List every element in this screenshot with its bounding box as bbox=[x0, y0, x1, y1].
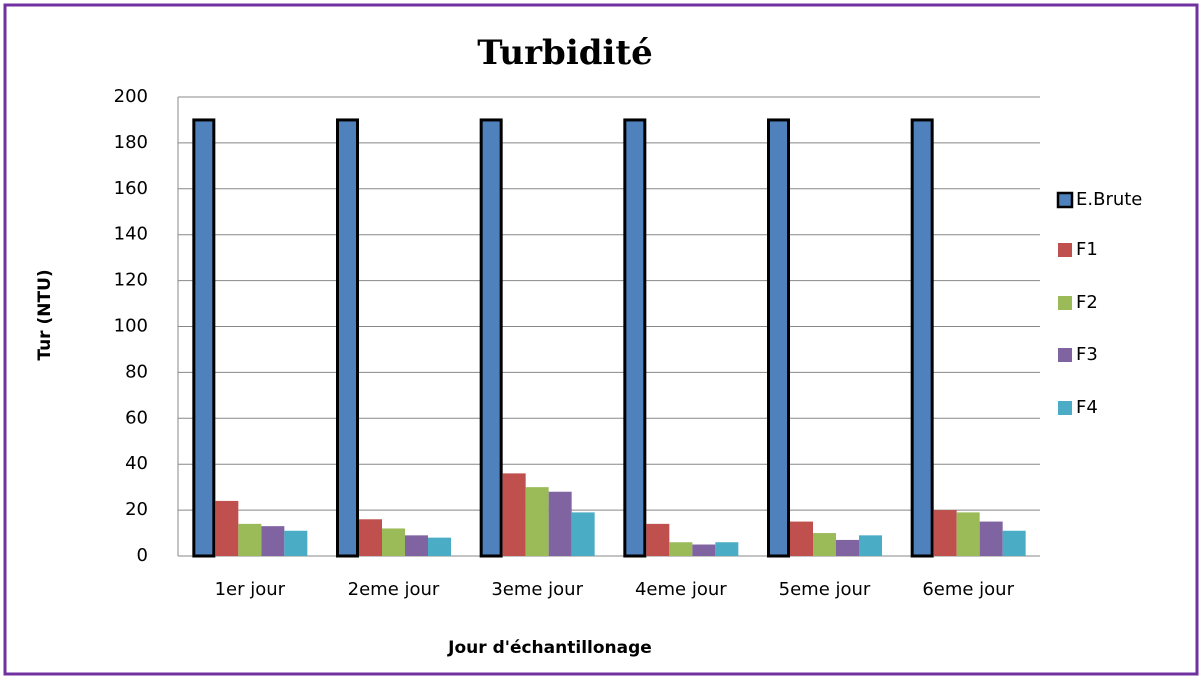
bar bbox=[979, 521, 1003, 556]
bar bbox=[646, 523, 670, 556]
legend-swatch bbox=[1058, 243, 1072, 257]
bar bbox=[215, 500, 239, 556]
bar bbox=[428, 537, 451, 556]
bar bbox=[933, 510, 957, 556]
bar bbox=[359, 519, 382, 556]
x-axis-label: Jour d'échantillonage bbox=[447, 638, 652, 658]
bar bbox=[238, 523, 262, 556]
bar bbox=[669, 542, 693, 556]
bar bbox=[479, 118, 503, 558]
x-tick-label: 5eme jour bbox=[779, 579, 871, 600]
bar bbox=[910, 118, 934, 558]
legend-label: F2 bbox=[1076, 292, 1098, 313]
y-tick-label: 0 bbox=[137, 545, 148, 566]
bar bbox=[571, 512, 595, 556]
bar bbox=[836, 539, 859, 556]
x-tick-label: 2eme jour bbox=[348, 579, 440, 600]
bar bbox=[284, 530, 308, 556]
bar bbox=[715, 542, 739, 556]
bar bbox=[525, 487, 549, 556]
legend-swatch bbox=[1058, 401, 1072, 415]
bar bbox=[382, 528, 405, 556]
bar bbox=[548, 491, 572, 556]
y-tick-label: 100 bbox=[114, 316, 148, 337]
bar bbox=[813, 533, 836, 556]
x-tick-label: 1er jour bbox=[215, 579, 286, 600]
bar bbox=[790, 521, 813, 556]
legend-label: F1 bbox=[1076, 239, 1098, 260]
bar bbox=[336, 118, 359, 558]
chart-border bbox=[3, 3, 1199, 676]
y-tick-label: 120 bbox=[114, 270, 148, 291]
bar bbox=[623, 118, 647, 558]
y-tick-label: 160 bbox=[114, 178, 148, 199]
x-tick-label: 6eme jour bbox=[922, 579, 1014, 600]
y-tick-label: 40 bbox=[125, 453, 148, 474]
chart-title: Turbidité bbox=[477, 33, 653, 73]
x-tick-label: 3eme jour bbox=[491, 579, 583, 600]
legend-label: E.Brute bbox=[1076, 189, 1142, 210]
bar bbox=[1002, 530, 1026, 556]
bar bbox=[956, 512, 980, 556]
y-tick-label: 60 bbox=[125, 407, 148, 428]
legend-swatch bbox=[1058, 348, 1072, 362]
bar bbox=[405, 535, 428, 556]
y-tick-label: 180 bbox=[114, 132, 148, 153]
legend-label: F3 bbox=[1076, 344, 1098, 365]
y-tick-label: 200 bbox=[114, 86, 148, 107]
y-tick-label: 140 bbox=[114, 224, 148, 245]
bar bbox=[261, 526, 285, 556]
legend-swatch bbox=[1056, 191, 1074, 209]
bar bbox=[859, 535, 882, 556]
bar bbox=[192, 118, 216, 558]
legend-label: F4 bbox=[1076, 397, 1098, 418]
bar bbox=[502, 473, 526, 556]
legend-swatch bbox=[1058, 296, 1072, 310]
y-tick-label: 20 bbox=[125, 499, 148, 520]
x-tick-label: 4eme jour bbox=[635, 579, 727, 600]
y-tick-label: 80 bbox=[125, 361, 148, 382]
bar bbox=[767, 118, 790, 558]
bar bbox=[692, 544, 716, 556]
y-axis-label: Tur (NTU) bbox=[35, 269, 55, 360]
